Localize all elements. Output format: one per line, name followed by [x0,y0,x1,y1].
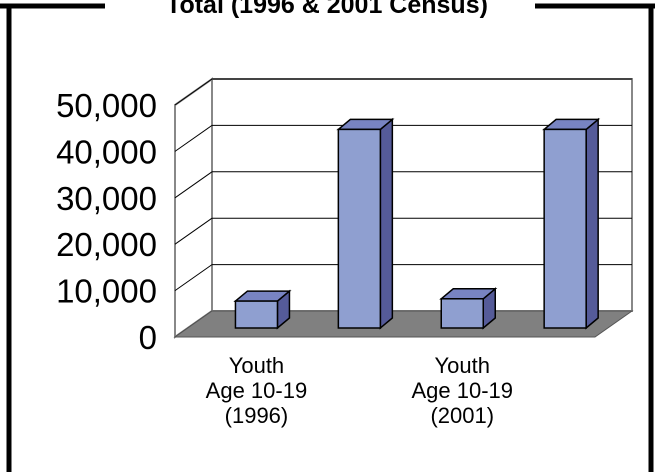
x-tick-label: Youth Age 10-19 (2001) [411,353,514,428]
y-tick-label: 0 [139,319,157,356]
grid-line [174,171,213,199]
bar [234,300,279,329]
y-tick-label: 20,000 [56,226,157,263]
grid-line [174,217,213,245]
bar [440,298,484,329]
grid-line [174,264,213,292]
y-tick-label: 40,000 [56,133,157,170]
y-tick-label: 50,000 [56,87,157,124]
y-tick-label: 10,000 [56,273,157,310]
side-wall [174,77,213,339]
bar [543,128,587,329]
bar [337,128,382,329]
bar-side [379,117,394,330]
grid-line [174,78,213,106]
bar-side [585,117,599,330]
y-tick-label: 30,000 [56,180,157,217]
grid-line [174,124,213,152]
chart-title: Total (1996 & 2001 Census) [166,0,488,19]
x-tick-label: Youth Age 10-19 (1996) [205,353,308,428]
